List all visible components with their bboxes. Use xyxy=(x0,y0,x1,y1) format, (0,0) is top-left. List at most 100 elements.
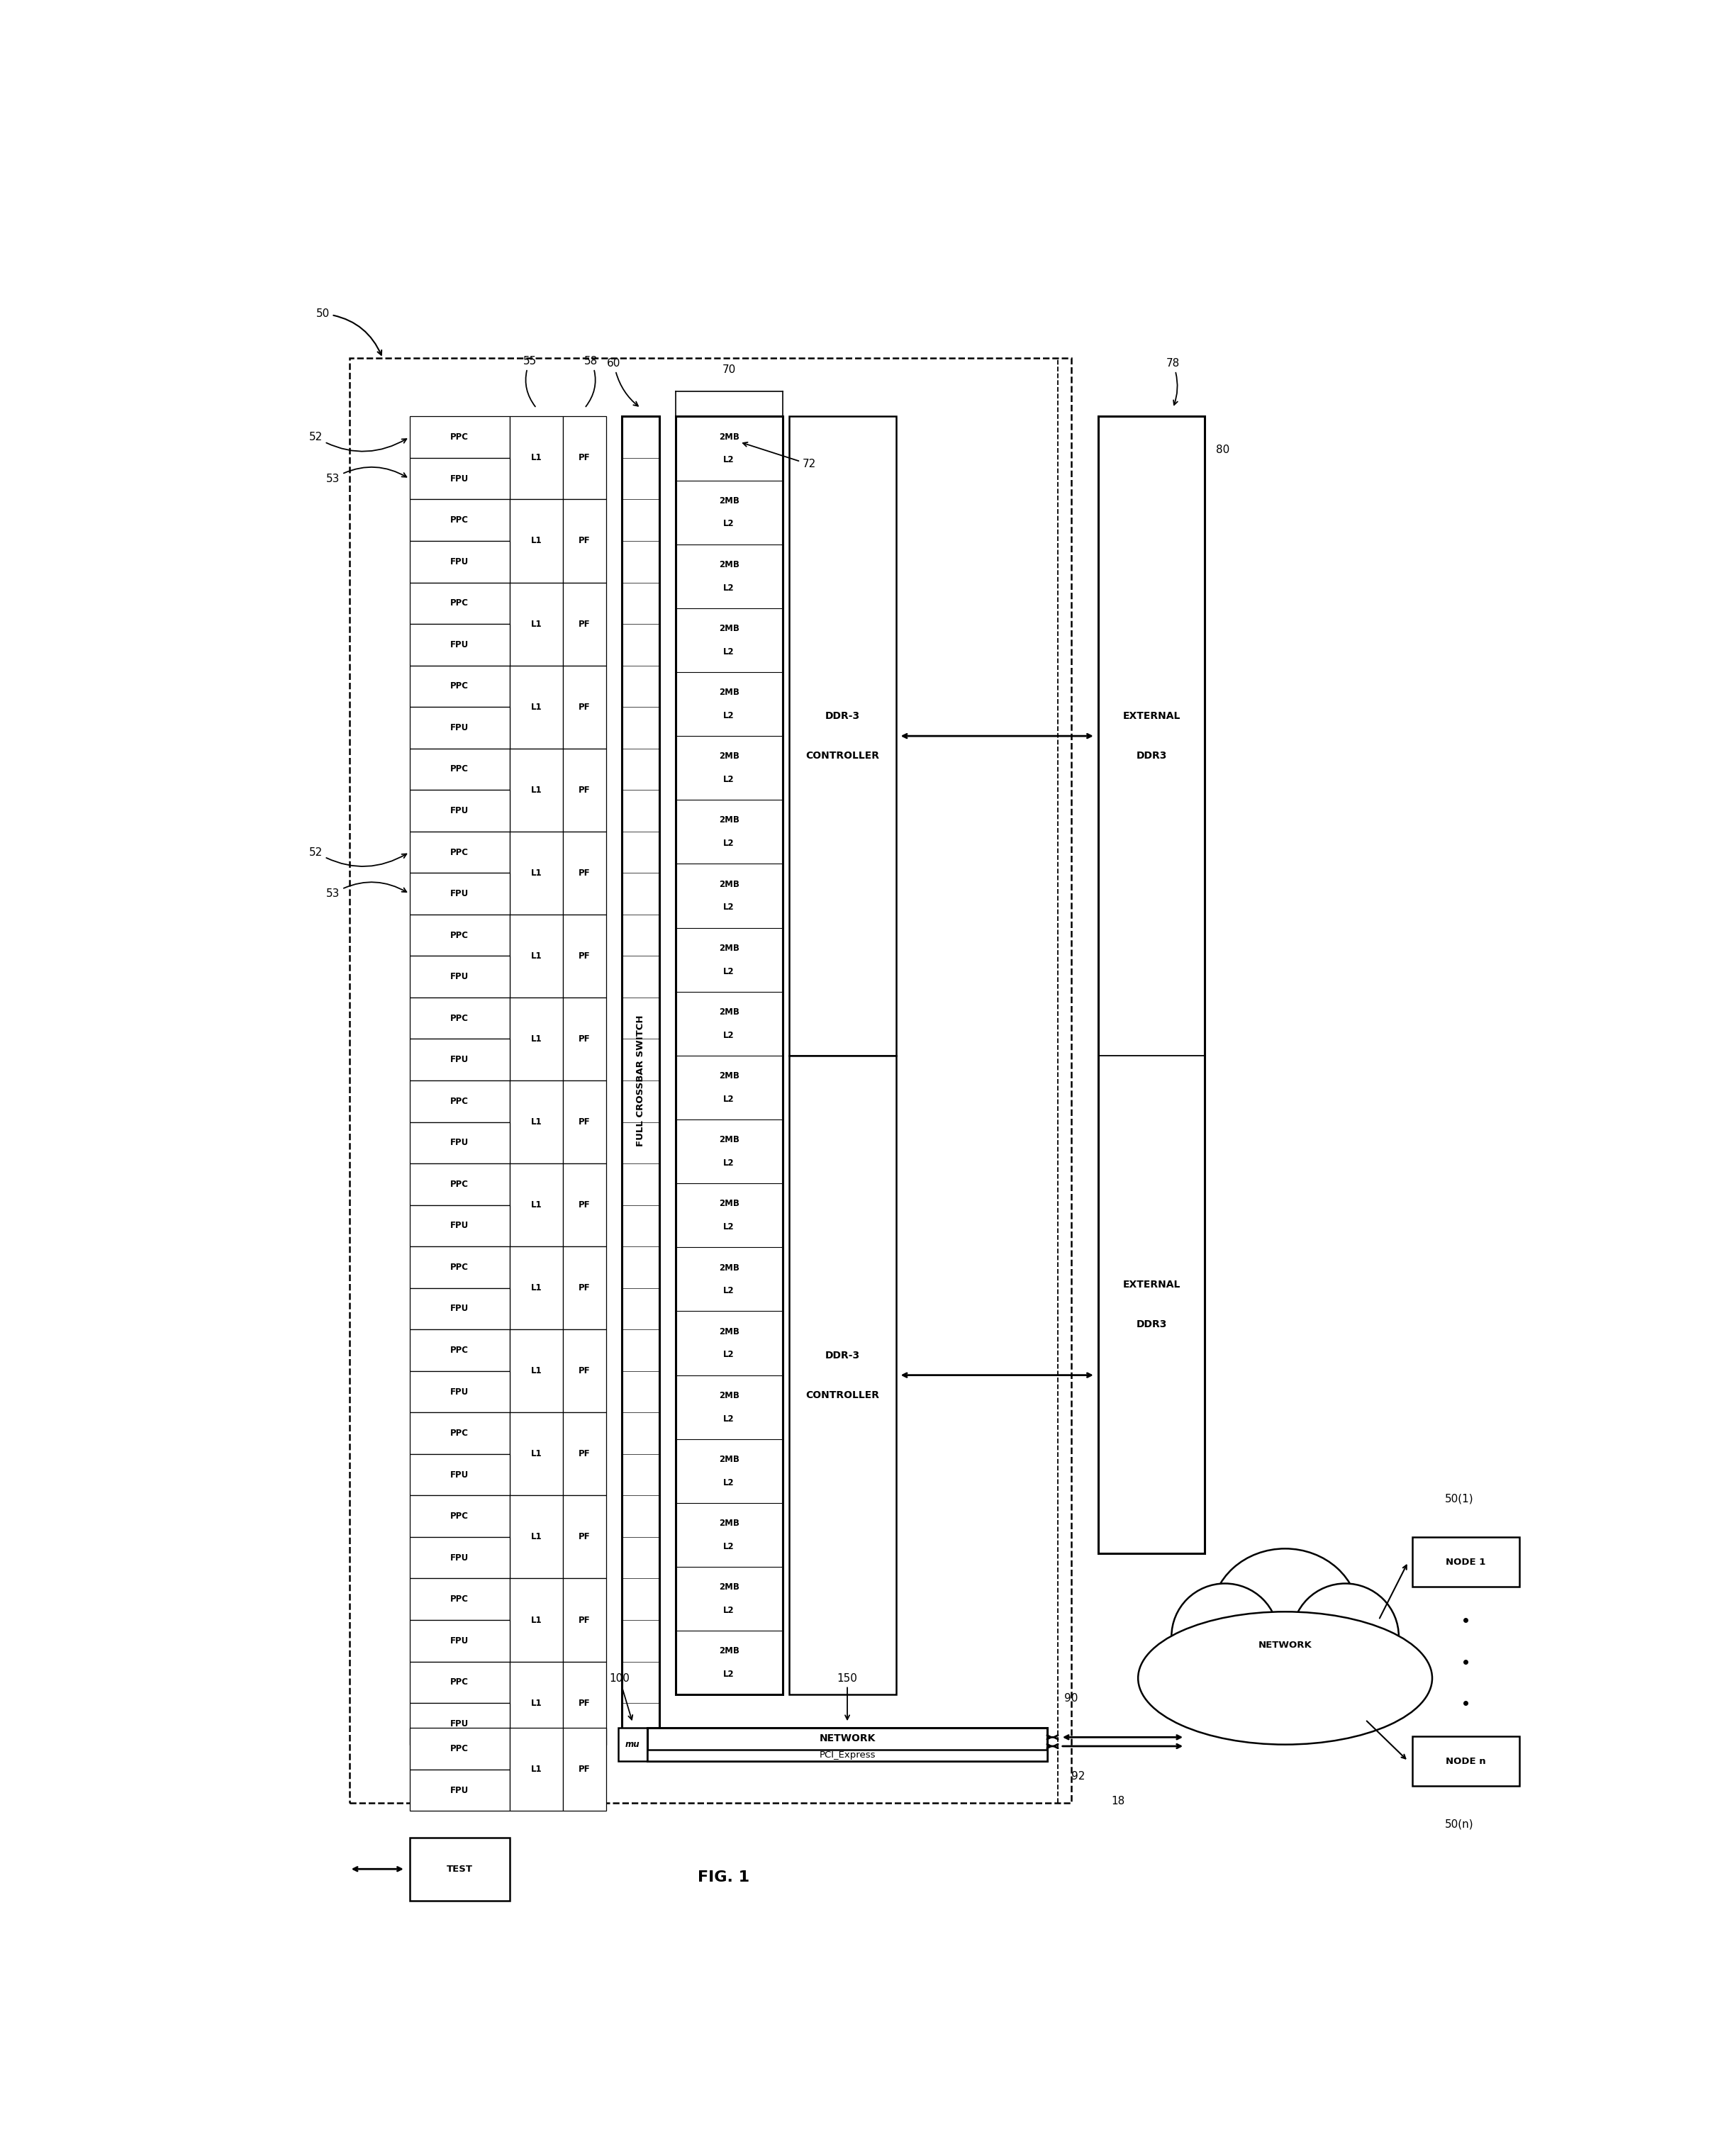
Bar xyxy=(348,358,1071,1802)
Text: L2: L2 xyxy=(723,647,735,655)
Bar xyxy=(562,666,605,748)
Text: PPC: PPC xyxy=(450,1677,469,1686)
Ellipse shape xyxy=(1171,1583,1278,1690)
Bar xyxy=(511,666,562,748)
Bar xyxy=(409,1412,509,1453)
Text: 50(n): 50(n) xyxy=(1444,1820,1473,1830)
Bar xyxy=(511,416,562,500)
Text: 90: 90 xyxy=(1064,1692,1078,1703)
Bar xyxy=(511,1080,562,1164)
Text: L1: L1 xyxy=(531,785,542,796)
Text: NODE n: NODE n xyxy=(1446,1757,1485,1766)
Bar xyxy=(562,1080,605,1164)
Text: L2: L2 xyxy=(723,1479,735,1488)
Text: L1: L1 xyxy=(531,1615,542,1626)
Text: L2: L2 xyxy=(723,1669,735,1680)
Text: L2: L2 xyxy=(723,1095,735,1104)
Text: 72: 72 xyxy=(743,442,816,470)
Text: PPC: PPC xyxy=(450,847,469,856)
Text: 2MB: 2MB xyxy=(719,1455,740,1464)
Text: 52: 52 xyxy=(309,431,407,451)
Text: L1: L1 xyxy=(531,1533,542,1542)
Text: L2: L2 xyxy=(723,966,735,977)
Text: PF: PF xyxy=(578,1766,590,1774)
Bar xyxy=(562,1578,605,1662)
Bar xyxy=(409,1330,509,1371)
Text: L1: L1 xyxy=(531,1449,542,1460)
Ellipse shape xyxy=(1157,1628,1239,1712)
Bar xyxy=(511,1330,562,1412)
Bar xyxy=(562,1496,605,1578)
Text: TEST: TEST xyxy=(447,1865,473,1874)
Bar xyxy=(618,1727,647,1761)
Text: L2: L2 xyxy=(723,1606,735,1615)
Text: 55: 55 xyxy=(523,356,536,407)
Text: L2: L2 xyxy=(723,1542,735,1550)
Bar xyxy=(511,1164,562,1246)
Text: FPU: FPU xyxy=(450,474,469,483)
Bar xyxy=(562,1330,605,1412)
Bar xyxy=(511,1578,562,1662)
Text: 60: 60 xyxy=(607,358,638,405)
Bar xyxy=(409,748,509,789)
Bar xyxy=(409,832,509,873)
Bar xyxy=(1413,1537,1520,1587)
Bar xyxy=(409,1662,509,1703)
Text: PPC: PPC xyxy=(450,1429,469,1438)
Text: FPU: FPU xyxy=(450,1054,469,1065)
Bar xyxy=(409,955,509,998)
Text: FPU: FPU xyxy=(450,1785,469,1794)
Text: L2: L2 xyxy=(723,520,735,528)
Bar xyxy=(562,1412,605,1496)
Bar xyxy=(409,707,509,748)
Text: FPU: FPU xyxy=(450,640,469,649)
Bar xyxy=(511,1412,562,1496)
Text: FPU: FPU xyxy=(450,1636,469,1645)
Bar xyxy=(409,1371,509,1412)
Text: 2MB: 2MB xyxy=(719,1263,740,1272)
Bar xyxy=(409,1287,509,1330)
Text: L1: L1 xyxy=(531,1035,542,1044)
Bar xyxy=(511,998,562,1080)
Text: L1: L1 xyxy=(531,869,542,877)
Bar xyxy=(511,1246,562,1330)
Bar xyxy=(1413,1736,1520,1785)
Ellipse shape xyxy=(1292,1583,1399,1690)
Text: PF: PF xyxy=(578,1699,590,1708)
Ellipse shape xyxy=(1211,1548,1359,1682)
Text: PPC: PPC xyxy=(450,1179,469,1188)
Text: PPC: PPC xyxy=(450,1263,469,1272)
Text: DDR3: DDR3 xyxy=(1137,1319,1166,1330)
Text: L1: L1 xyxy=(531,1699,542,1708)
Text: L2: L2 xyxy=(723,584,735,593)
Text: DDR-3: DDR-3 xyxy=(825,1350,861,1360)
Text: FPU: FPU xyxy=(450,556,469,567)
Bar xyxy=(409,500,509,541)
Bar xyxy=(409,1537,509,1578)
Text: 18: 18 xyxy=(1111,1796,1125,1807)
Text: L2: L2 xyxy=(723,1287,735,1296)
Bar xyxy=(409,914,509,955)
Bar xyxy=(562,500,605,582)
Bar xyxy=(623,416,659,1744)
Bar xyxy=(409,998,509,1039)
Text: EXTERNAL: EXTERNAL xyxy=(1123,1281,1180,1289)
Bar xyxy=(511,914,562,998)
Text: 2MB: 2MB xyxy=(719,944,740,953)
Text: L2: L2 xyxy=(723,839,735,847)
Text: 2MB: 2MB xyxy=(719,1326,740,1337)
Bar xyxy=(409,1727,509,1770)
Text: PF: PF xyxy=(578,1533,590,1542)
Bar xyxy=(409,1496,509,1537)
Text: L1: L1 xyxy=(531,453,542,464)
Bar xyxy=(409,1703,509,1744)
Text: PF: PF xyxy=(578,951,590,962)
Text: L2: L2 xyxy=(723,1350,735,1360)
Text: PF: PF xyxy=(578,1449,590,1460)
Text: 2MB: 2MB xyxy=(719,1072,740,1080)
Text: 2MB: 2MB xyxy=(719,1583,740,1591)
Text: L1: L1 xyxy=(531,703,542,711)
Text: PPC: PPC xyxy=(450,1595,469,1604)
Text: PPC: PPC xyxy=(450,681,469,690)
Text: FPU: FPU xyxy=(450,722,469,733)
